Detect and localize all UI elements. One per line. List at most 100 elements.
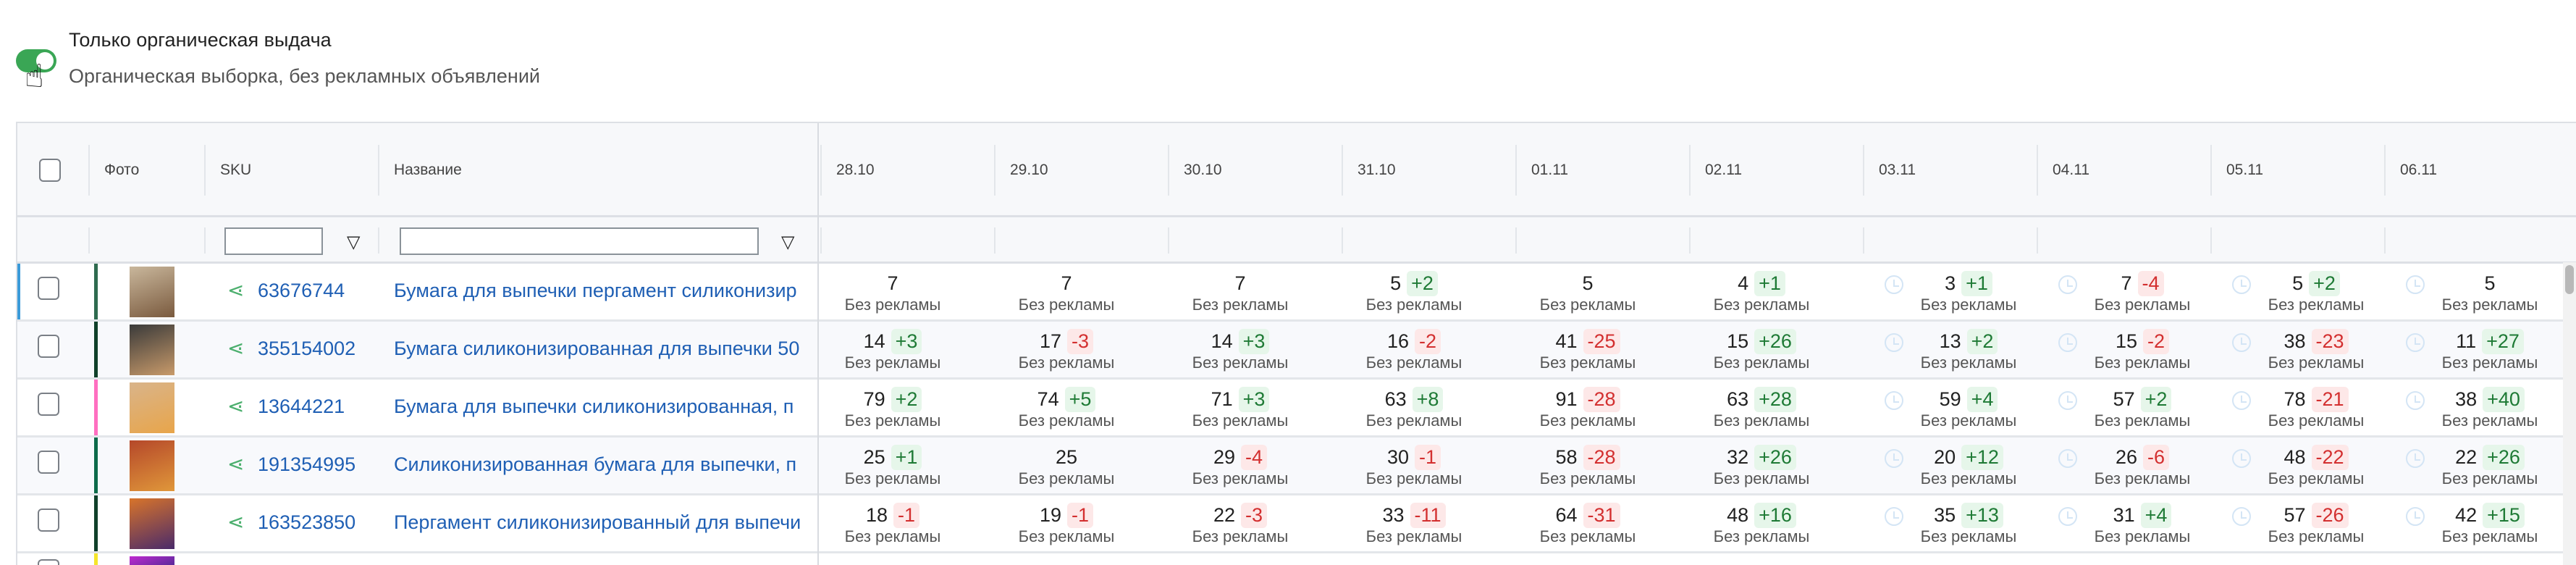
row-checkbox[interactable]	[38, 451, 59, 474]
table-row[interactable]: ⋖ 13644221 Бумага для выпечки силиконизи…	[17, 380, 2576, 438]
position-cell: 17 -3 Без рекламы	[993, 322, 1166, 378]
vertical-scrollbar[interactable]	[2563, 262, 2576, 565]
position-change-badge: -21	[2311, 386, 2349, 412]
position-cell: 78 -21 Без рекламы	[2209, 380, 2383, 436]
filter-title: Только органическая выдача	[69, 29, 332, 51]
position-cell: 63 +28 Без рекламы	[1688, 380, 1861, 436]
column-header-photo[interactable]: Фото	[104, 162, 140, 178]
product-photo[interactable]	[130, 556, 174, 565]
position-change-badge: +26	[1754, 328, 1796, 354]
product-photo[interactable]	[130, 267, 174, 317]
sku-link[interactable]: 163523850	[258, 511, 356, 533]
name-filter-icon[interactable]: ▽	[781, 233, 795, 252]
position-change-badge: -1	[1415, 444, 1441, 470]
product-photo[interactable]	[130, 498, 174, 549]
position-cell: 14 +3 Без рекламы	[1166, 322, 1340, 378]
sku-link[interactable]: 63676744	[258, 280, 345, 301]
no-ads-label: Без рекламы	[1018, 353, 1115, 372]
table-row[interactable]: ⋖ 191354995 Силиконизированная бумага дл…	[17, 438, 2576, 495]
no-ads-label: Без рекламы	[1539, 469, 1636, 487]
column-header-date[interactable]: 28.10	[836, 162, 875, 178]
column-header-date[interactable]: 31.10	[1358, 162, 1396, 178]
position-cell: 35 +13 Без рекламы	[1861, 495, 2035, 552]
row-color-marker	[94, 322, 98, 377]
position-cell: 64 -31 Без рекламы	[1514, 495, 1688, 552]
column-separator	[2384, 145, 2386, 196]
position-cell: 4 +1 Без рекламы	[1688, 264, 1861, 320]
select-all-checkbox[interactable]	[39, 159, 61, 182]
no-ads-label: Без рекламы	[844, 469, 941, 487]
column-header-date[interactable]: 30.10	[1184, 162, 1222, 178]
position-value: 16	[1386, 330, 1410, 352]
column-header-date[interactable]: 04.11	[2053, 162, 2089, 178]
column-header-name[interactable]: Название	[394, 162, 462, 178]
position-change-badge: -25	[1583, 328, 1620, 354]
product-name-link[interactable]: Силиконизированная бумага для выпечки, п	[394, 453, 797, 475]
position-cell: 5 +2 Без рекламы	[2209, 264, 2383, 320]
column-separator	[820, 227, 822, 254]
hand-cursor-icon: ☝	[25, 59, 44, 94]
row-checkbox[interactable]	[38, 335, 59, 358]
product-photo[interactable]	[130, 325, 174, 375]
table-row[interactable]: ⋖ 163523850 Пергамент силиконизированный…	[17, 495, 2576, 553]
row-checkbox-cell	[38, 508, 59, 532]
column-header-date[interactable]: 03.11	[1879, 162, 1916, 178]
position-cell: 19 -1 Без рекламы	[993, 495, 1166, 552]
product-name-link[interactable]: Бумага для выпечки пергамент силиконизир	[394, 280, 797, 301]
share-icon[interactable]: ⋖	[227, 511, 245, 533]
position-change-badge: +4	[2140, 502, 2172, 528]
sku-filter-icon[interactable]: ▽	[347, 233, 361, 252]
column-header-date[interactable]: 29.10	[1010, 162, 1048, 178]
no-ads-label: Без рекламы	[1365, 469, 1462, 487]
organic-only-toggle[interactable]	[16, 49, 56, 72]
row-checkbox-cell	[38, 335, 59, 358]
position-value: 78	[2284, 388, 2306, 410]
share-icon[interactable]: ⋖	[227, 279, 245, 301]
column-separator	[1863, 227, 1864, 254]
position-value: 25	[863, 445, 885, 468]
name-filter-input[interactable]	[400, 227, 759, 255]
no-ads-label: Без рекламы	[1539, 527, 1636, 545]
table-row[interactable]: ⋖ 355154002 Бумага силиконизированная дл…	[17, 322, 2576, 380]
table-row[interactable]: ⋖ 63676744 Бумага для выпечки пергамент …	[17, 264, 2576, 322]
sku-link[interactable]: 191354995	[258, 453, 356, 475]
position-value: 33	[1382, 503, 1405, 526]
column-separator	[1515, 227, 1517, 254]
column-header-date[interactable]: 06.11	[2400, 162, 2437, 178]
column-header-date[interactable]: 01.11	[1531, 162, 1568, 178]
position-value: 63	[1384, 388, 1407, 410]
position-change-badge: +15	[2483, 502, 2525, 528]
position-cell: 30 -1 Без рекламы	[1340, 438, 1514, 494]
no-ads-label: Без рекламы	[1713, 296, 1810, 314]
position-change-badge: -1	[1067, 502, 1094, 528]
product-name-link[interactable]: Бумага силиконизированная для выпечки 50	[394, 338, 800, 359]
product-name-link[interactable]: Пергамент силиконизированный для выпечи	[394, 511, 801, 533]
row-checkbox[interactable]	[38, 559, 59, 565]
table-header: Фото SKU Название 28.10 29.10 30.10 31.10 01…	[17, 123, 2576, 217]
column-header-sku[interactable]: SKU	[220, 162, 252, 178]
sku-filter-input[interactable]	[224, 227, 323, 255]
column-header-date[interactable]: 02.11	[1705, 162, 1742, 178]
product-photo[interactable]	[130, 382, 174, 433]
no-ads-label: Без рекламы	[1018, 469, 1115, 487]
no-ads-label: Без рекламы	[1018, 296, 1115, 314]
row-color-marker	[94, 553, 98, 565]
row-checkbox[interactable]	[38, 393, 59, 416]
no-ads-label: Без рекламы	[2094, 353, 2191, 372]
row-checkbox[interactable]	[38, 508, 59, 532]
sku-link[interactable]: 13644221	[258, 396, 345, 417]
share-icon[interactable]: ⋖	[227, 337, 245, 359]
scrollbar-thumb[interactable]	[2565, 265, 2574, 294]
share-icon[interactable]: ⋖	[227, 395, 245, 417]
product-name-link[interactable]: Бумага для выпечки силиконизированная, п	[394, 396, 794, 417]
sku-link[interactable]: 355154002	[258, 338, 356, 359]
column-header-date[interactable]: 05.11	[2226, 162, 2263, 178]
position-value: 17	[1039, 330, 1062, 352]
no-ads-label: Без рекламы	[844, 296, 941, 314]
table-row[interactable]	[17, 553, 2576, 565]
no-ads-label: Без рекламы	[2441, 527, 2538, 545]
clock-icon	[2406, 507, 2425, 526]
row-checkbox[interactable]	[38, 277, 59, 300]
product-photo[interactable]	[130, 440, 174, 491]
share-icon[interactable]: ⋖	[227, 453, 245, 475]
